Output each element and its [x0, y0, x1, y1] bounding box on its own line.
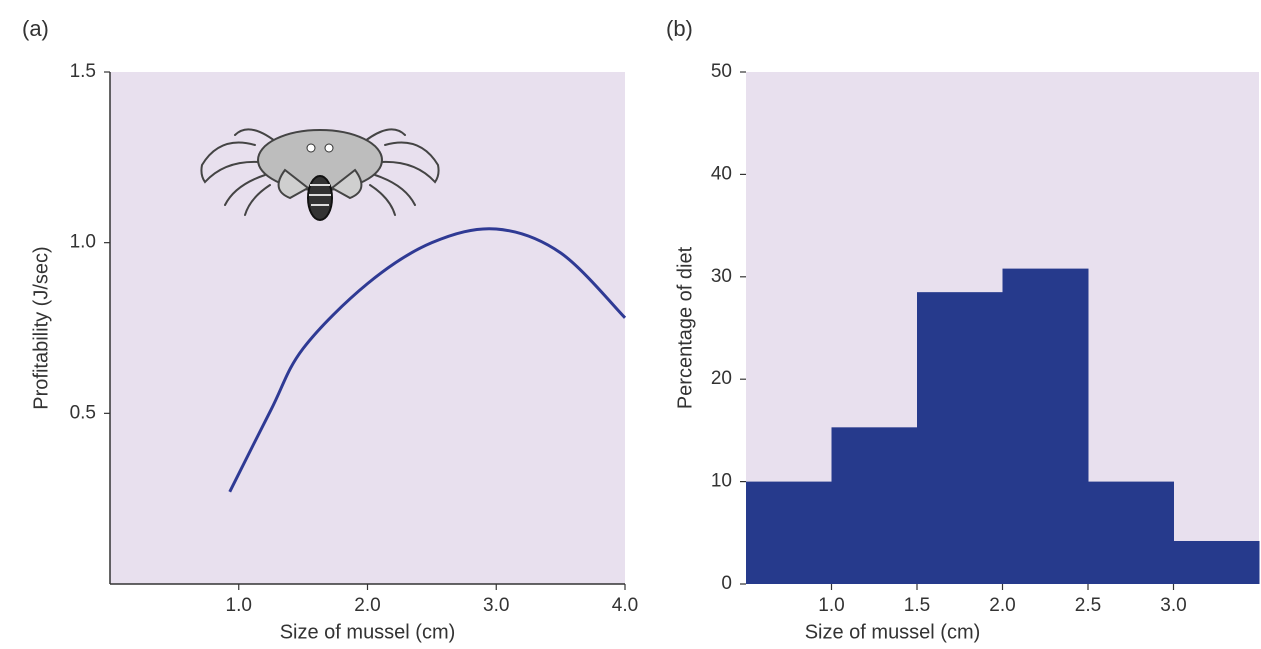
- x-tick-label: 2.0: [989, 595, 1015, 616]
- y-tick-label: 0.5: [70, 402, 96, 423]
- x-tick-label: 1.0: [226, 595, 252, 616]
- x-tick-label: 3.0: [1160, 595, 1186, 616]
- panel-label: (a): [22, 16, 49, 41]
- x-tick-label: 2.5: [1075, 595, 1101, 616]
- y-tick-label: 50: [711, 61, 732, 82]
- x-axis-label: Size of mussel (cm): [805, 621, 981, 643]
- bar: [746, 481, 832, 584]
- x-tick-label: 4.0: [612, 595, 638, 616]
- y-tick-label: 1.5: [70, 61, 96, 82]
- y-axis-label: Profitability (J/sec): [30, 246, 52, 409]
- curve: [228, 227, 627, 493]
- bar: [1088, 481, 1174, 584]
- y-tick-label: 0: [721, 573, 732, 594]
- x-tick-label: 3.0: [483, 595, 509, 616]
- x-axis-label: Size of mussel (cm): [280, 621, 456, 643]
- panel-label: (b): [666, 16, 693, 41]
- y-axis-label: Percentage of diet: [674, 246, 696, 409]
- bar: [831, 427, 918, 584]
- x-tick-label: 1.0: [818, 595, 844, 616]
- bar: [1002, 268, 1089, 584]
- y-tick-label: 30: [711, 266, 732, 287]
- x-tick-label: 2.0: [354, 595, 380, 616]
- y-tick-label: 20: [711, 368, 732, 389]
- y-tick-label: 1.0: [70, 232, 96, 253]
- y-tick-label: 40: [711, 163, 732, 184]
- y-tick-label: 10: [711, 471, 732, 492]
- bar: [917, 292, 1003, 584]
- bar: [1173, 540, 1260, 584]
- x-tick-label: 1.5: [904, 595, 930, 616]
- crab-illustration: [200, 128, 440, 221]
